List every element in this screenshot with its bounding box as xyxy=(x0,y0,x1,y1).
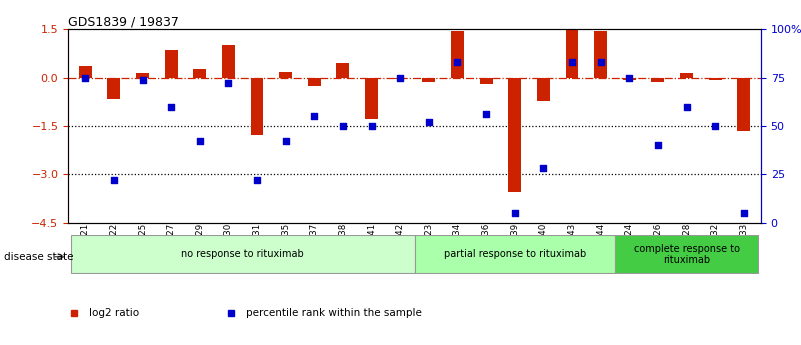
Bar xyxy=(136,73,149,78)
FancyBboxPatch shape xyxy=(615,235,758,274)
Point xyxy=(451,59,464,65)
Bar xyxy=(537,78,549,101)
Bar xyxy=(336,63,349,78)
Point xyxy=(336,123,349,129)
Text: percentile rank within the sample: percentile rank within the sample xyxy=(247,308,422,318)
Bar xyxy=(107,78,120,99)
Point xyxy=(480,111,493,117)
Point xyxy=(594,59,607,65)
Bar xyxy=(78,66,91,78)
Point xyxy=(738,210,751,216)
FancyBboxPatch shape xyxy=(71,235,415,274)
Text: log2 ratio: log2 ratio xyxy=(90,308,139,318)
Bar xyxy=(566,29,578,78)
Point xyxy=(365,123,378,129)
Bar xyxy=(594,31,607,78)
Point xyxy=(78,75,91,80)
Point xyxy=(165,104,178,109)
Point xyxy=(394,75,407,80)
Bar xyxy=(651,78,664,82)
Bar xyxy=(680,73,693,78)
Point xyxy=(566,59,578,65)
Point xyxy=(651,142,664,148)
FancyBboxPatch shape xyxy=(415,235,615,274)
Point xyxy=(509,210,521,216)
Bar xyxy=(193,69,206,78)
Point xyxy=(680,104,693,109)
Bar xyxy=(365,78,378,119)
Bar xyxy=(165,50,178,78)
Bar xyxy=(422,78,435,82)
Bar xyxy=(480,78,493,84)
Point xyxy=(251,177,264,183)
Point xyxy=(623,75,636,80)
Bar xyxy=(709,78,722,80)
Bar xyxy=(251,78,264,135)
Point xyxy=(280,139,292,144)
Text: disease state: disease state xyxy=(4,252,74,262)
Point xyxy=(107,177,120,183)
Point xyxy=(308,114,320,119)
Point xyxy=(193,139,206,144)
Point xyxy=(136,77,149,82)
Bar xyxy=(280,72,292,78)
Point xyxy=(222,81,235,86)
Text: partial response to rituximab: partial response to rituximab xyxy=(444,249,586,259)
Text: GDS1839 / 19837: GDS1839 / 19837 xyxy=(68,15,179,28)
Text: complete response to
rituximab: complete response to rituximab xyxy=(634,244,739,265)
Bar xyxy=(394,78,407,79)
Text: no response to rituximab: no response to rituximab xyxy=(181,249,304,259)
Bar xyxy=(308,78,320,86)
Bar xyxy=(451,31,464,78)
Bar xyxy=(738,78,751,131)
Point xyxy=(537,166,549,171)
Bar xyxy=(509,78,521,192)
Point xyxy=(709,123,722,129)
Point xyxy=(422,119,435,125)
Bar xyxy=(222,46,235,78)
Bar xyxy=(623,78,636,80)
